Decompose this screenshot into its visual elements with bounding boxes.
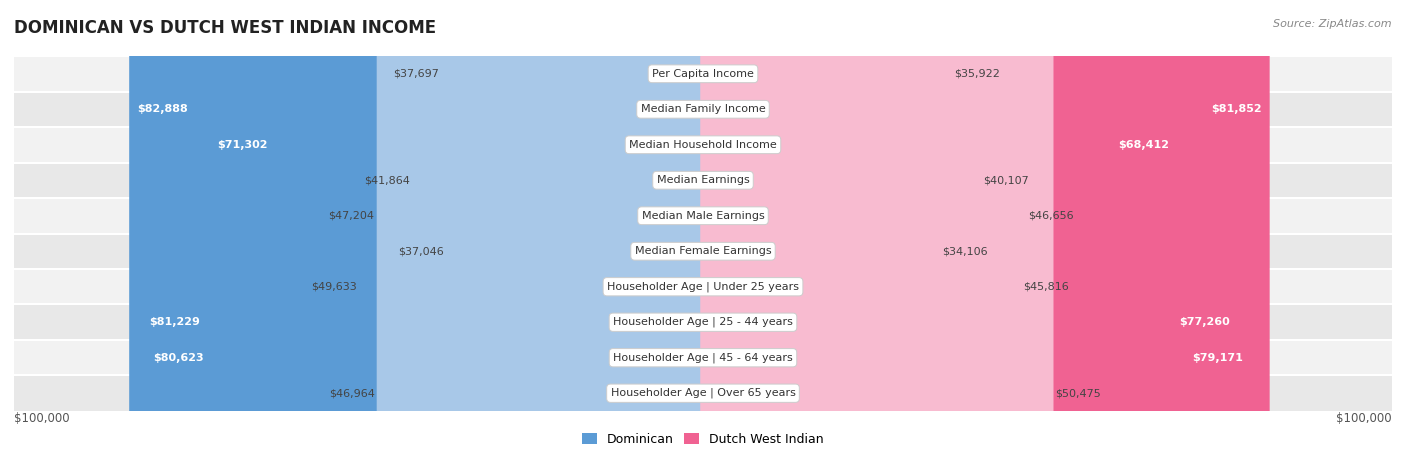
Text: $35,922: $35,922 xyxy=(955,69,1001,79)
FancyBboxPatch shape xyxy=(375,0,706,467)
FancyBboxPatch shape xyxy=(440,0,706,467)
Text: $68,412: $68,412 xyxy=(1118,140,1168,150)
Text: Householder Age | 25 - 44 years: Householder Age | 25 - 44 years xyxy=(613,317,793,327)
FancyBboxPatch shape xyxy=(14,163,1392,198)
FancyBboxPatch shape xyxy=(14,375,1392,411)
Text: Source: ZipAtlas.com: Source: ZipAtlas.com xyxy=(1274,19,1392,28)
FancyBboxPatch shape xyxy=(14,269,1392,304)
FancyBboxPatch shape xyxy=(14,304,1392,340)
Text: Median Household Income: Median Household Income xyxy=(628,140,778,150)
FancyBboxPatch shape xyxy=(700,0,1270,467)
FancyBboxPatch shape xyxy=(141,0,706,467)
Text: $37,046: $37,046 xyxy=(398,246,444,256)
Text: $80,623: $80,623 xyxy=(153,353,204,363)
Text: $37,697: $37,697 xyxy=(394,69,439,79)
FancyBboxPatch shape xyxy=(700,0,941,467)
Text: $71,302: $71,302 xyxy=(218,140,267,150)
FancyBboxPatch shape xyxy=(412,0,706,467)
Text: $41,864: $41,864 xyxy=(364,175,411,185)
Text: DOMINICAN VS DUTCH WEST INDIAN INCOME: DOMINICAN VS DUTCH WEST INDIAN INCOME xyxy=(14,19,436,37)
FancyBboxPatch shape xyxy=(700,0,981,467)
FancyBboxPatch shape xyxy=(700,0,1251,467)
Text: $46,964: $46,964 xyxy=(329,388,375,398)
FancyBboxPatch shape xyxy=(14,56,1392,92)
Text: $45,816: $45,816 xyxy=(1022,282,1069,292)
FancyBboxPatch shape xyxy=(14,92,1392,127)
Text: $81,229: $81,229 xyxy=(149,317,200,327)
FancyBboxPatch shape xyxy=(145,0,706,467)
FancyBboxPatch shape xyxy=(209,0,706,467)
Text: $46,656: $46,656 xyxy=(1029,211,1074,221)
Text: $82,888: $82,888 xyxy=(138,104,188,114)
Text: Median Female Earnings: Median Female Earnings xyxy=(634,246,772,256)
Text: $47,204: $47,204 xyxy=(328,211,374,221)
FancyBboxPatch shape xyxy=(14,340,1392,375)
Text: $100,000: $100,000 xyxy=(14,412,70,425)
Text: $34,106: $34,106 xyxy=(942,246,988,256)
Text: $81,852: $81,852 xyxy=(1211,104,1261,114)
FancyBboxPatch shape xyxy=(377,0,706,467)
FancyBboxPatch shape xyxy=(14,198,1392,234)
Text: Median Family Income: Median Family Income xyxy=(641,104,765,114)
Text: Median Male Earnings: Median Male Earnings xyxy=(641,211,765,221)
FancyBboxPatch shape xyxy=(700,0,953,467)
Text: Householder Age | 45 - 64 years: Householder Age | 45 - 64 years xyxy=(613,353,793,363)
Legend: Dominican, Dutch West Indian: Dominican, Dutch West Indian xyxy=(578,428,828,451)
FancyBboxPatch shape xyxy=(14,127,1392,163)
Text: Median Earnings: Median Earnings xyxy=(657,175,749,185)
FancyBboxPatch shape xyxy=(129,0,706,467)
FancyBboxPatch shape xyxy=(14,234,1392,269)
FancyBboxPatch shape xyxy=(700,0,1239,467)
FancyBboxPatch shape xyxy=(700,0,1177,467)
Text: $50,475: $50,475 xyxy=(1054,388,1101,398)
Text: $49,633: $49,633 xyxy=(311,282,357,292)
FancyBboxPatch shape xyxy=(359,0,706,467)
Text: Per Capita Income: Per Capita Income xyxy=(652,69,754,79)
FancyBboxPatch shape xyxy=(700,0,1021,467)
FancyBboxPatch shape xyxy=(700,0,1053,467)
FancyBboxPatch shape xyxy=(446,0,706,467)
Text: $77,260: $77,260 xyxy=(1180,317,1230,327)
FancyBboxPatch shape xyxy=(700,0,1028,467)
Text: $100,000: $100,000 xyxy=(1336,412,1392,425)
Text: $40,107: $40,107 xyxy=(983,175,1029,185)
Text: Householder Age | Under 25 years: Householder Age | Under 25 years xyxy=(607,282,799,292)
Text: Householder Age | Over 65 years: Householder Age | Over 65 years xyxy=(610,388,796,398)
Text: $79,171: $79,171 xyxy=(1192,353,1243,363)
